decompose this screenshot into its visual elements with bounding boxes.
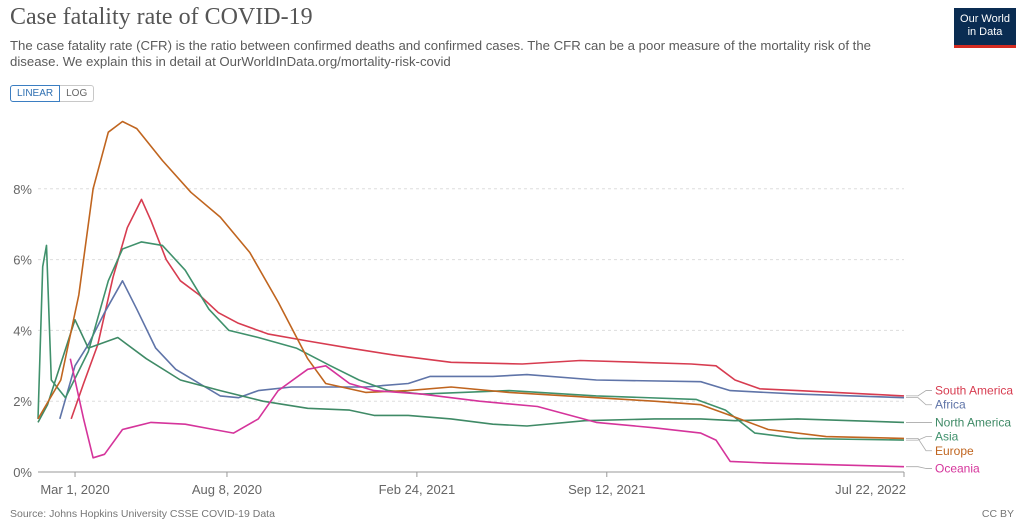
license-link[interactable]: CC BY — [981, 508, 1014, 520]
label-connector — [906, 390, 932, 397]
series-line-south-america[interactable] — [70, 198, 905, 420]
chart-subtitle: The case fatality rate (CFR) is the rati… — [10, 38, 871, 69]
y-tick-label: 8% — [13, 182, 32, 197]
scale-toggle: LINEAR LOG — [10, 85, 95, 102]
label-connector — [906, 466, 932, 469]
label-connector — [906, 437, 932, 452]
series-label-europe[interactable]: Europe — [935, 444, 974, 458]
y-tick-label: 6% — [13, 253, 32, 268]
linear-scale-button[interactable]: LINEAR — [10, 85, 61, 102]
chart-title: Case fatality rate of COVID-19 — [10, 4, 313, 30]
x-tick-label: Sep 12, 2021 — [568, 482, 645, 497]
label-connector — [906, 397, 932, 406]
x-tick-label: Jul 22, 2022 — [835, 482, 906, 497]
gridlines — [38, 188, 904, 473]
label-connector — [906, 436, 932, 441]
x-tick-label: Feb 24, 2021 — [379, 482, 456, 497]
series-lines — [37, 120, 905, 468]
series-line-north-america[interactable] — [37, 319, 905, 427]
series-label-asia[interactable]: Asia — [935, 430, 959, 444]
series-label-africa[interactable]: Africa — [935, 398, 966, 412]
logo-line-1: Our World — [960, 13, 1010, 25]
x-tick-label: Aug 8, 2020 — [192, 482, 262, 497]
x-axis: Mar 1, 2020 Aug 8, 2020 Feb 24, 2021 Sep 12… — [40, 472, 906, 497]
series-label-north-america[interactable]: North America — [935, 415, 1011, 429]
y-tick-label: 0% — [13, 465, 32, 480]
series-line-europe[interactable] — [37, 120, 905, 440]
series-label-oceania[interactable]: Oceania — [935, 461, 980, 475]
logo-line-2: in Data — [967, 26, 1003, 38]
y-axis: 0% 2% 4% 6% 8% — [13, 182, 32, 480]
source-note[interactable]: Source: Johns Hopkins University CSSE CO… — [10, 508, 275, 520]
y-tick-label: 2% — [13, 394, 32, 409]
series-label-south-america[interactable]: South America — [935, 384, 1013, 398]
series-line-oceania[interactable] — [69, 358, 905, 468]
x-tick-label: Mar 1, 2020 — [40, 482, 109, 497]
owid-logo[interactable]: Our World in Data — [954, 8, 1016, 48]
y-tick-label: 4% — [13, 323, 32, 338]
log-scale-button[interactable]: LOG — [60, 85, 95, 102]
series-line-asia[interactable] — [37, 241, 905, 441]
series-line-africa[interactable] — [59, 280, 905, 420]
